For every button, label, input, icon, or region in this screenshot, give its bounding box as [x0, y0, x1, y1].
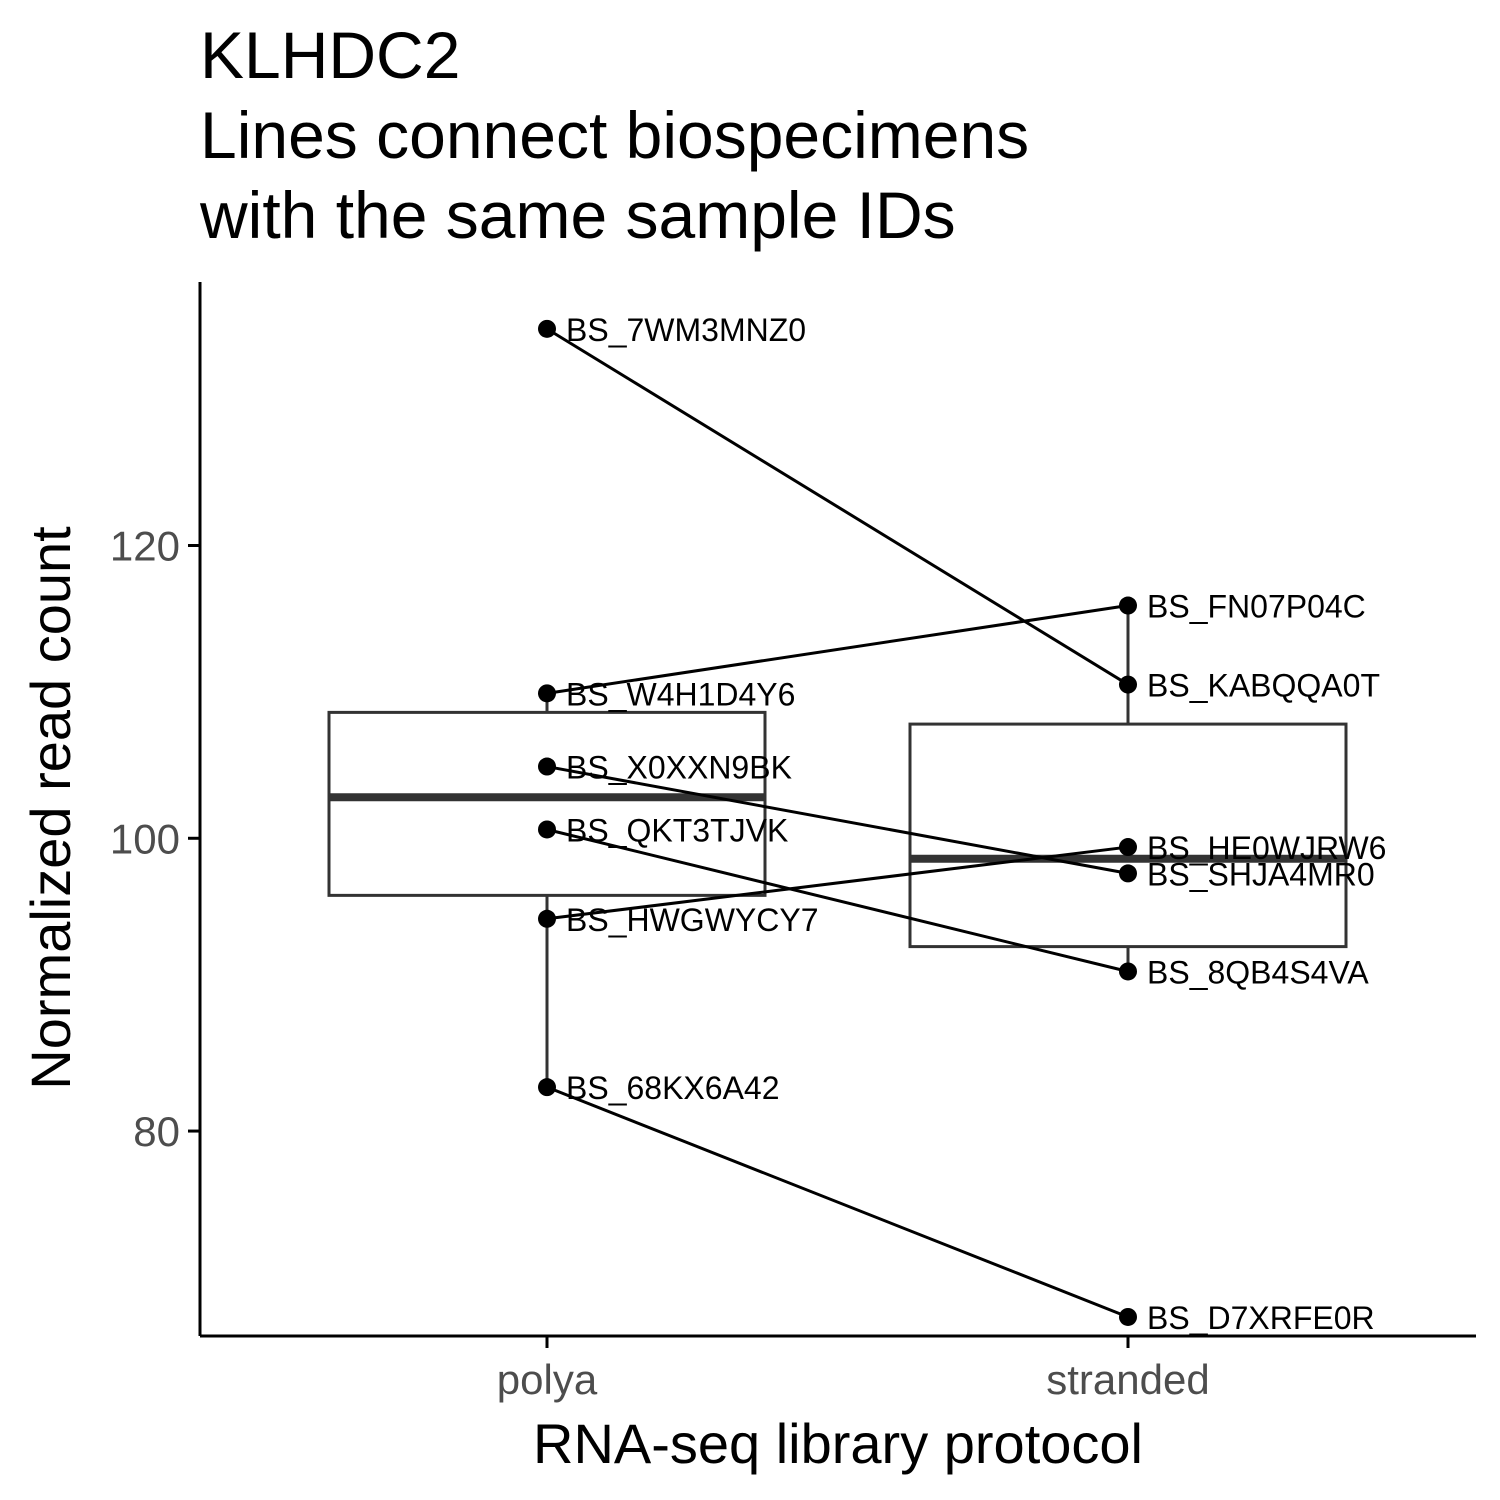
title-line-3: with the same sample IDs [199, 178, 956, 252]
point-label-bs-8qb4s4va: BS_8QB4S4VA [1147, 954, 1369, 990]
point-bs-hwgwycy7 [538, 909, 556, 928]
y-axis-title: Normalized read count [19, 526, 82, 1090]
title-line-1: KLHDC2 [200, 18, 460, 92]
y-tick-label: 100 [110, 815, 180, 862]
boxes-layer [327, 604, 1348, 1088]
point-bs-d7xrfe0r [1119, 1307, 1137, 1326]
box-iqr [327, 710, 767, 897]
point-bs-fn07p04c [1119, 596, 1137, 615]
y-tick-label: 80 [133, 1108, 180, 1155]
point-label-bs-qkt3tjvk: BS_QKT3TJVK [566, 812, 788, 848]
title-line-2: Lines connect biospecimens [200, 98, 1029, 172]
x-ticks-layer: polya stranded [497, 1336, 1210, 1403]
pair-line-bs-7wm3mnz0 [546, 327, 1129, 686]
point-label-bs-d7xrfe0r: BS_D7XRFE0R [1147, 1300, 1375, 1336]
pair-line-bs-x0xxn9bk [546, 765, 1129, 875]
point-bs-shja4mr0 [1119, 864, 1137, 883]
point-label-bs-7wm3mnz0: BS_7WM3MNZ0 [566, 312, 806, 348]
point-label-bs-w4h1d4y6: BS_W4H1D4Y6 [566, 676, 795, 712]
x-tick-label: stranded [1046, 1356, 1209, 1403]
pair-line-bs-68kx6a42 [546, 1085, 1129, 1319]
point-label-bs-shja4mr0: BS_SHJA4MR0 [1147, 856, 1375, 892]
point-bs-he0wjrw6 [1119, 838, 1137, 857]
chart-title: KLHDC2 Lines connect biospecimens with t… [199, 18, 1029, 252]
point-bs-qkt3tjvk [538, 820, 556, 839]
box-iqr [908, 722, 1348, 949]
x-axis-title: RNA-seq library protocol [533, 1412, 1143, 1475]
pair-line-bs-hwgwycy7 [546, 845, 1129, 921]
point-label-bs-he0wjrw6: BS_HE0WJRW6 [1147, 830, 1386, 866]
point-bs-kabqqa0t [1119, 675, 1137, 694]
axes-layer [198, 282, 1476, 1338]
y-tick-label: 120 [110, 523, 180, 570]
point-bs-68kx6a42 [538, 1078, 556, 1097]
pair-line-bs-qkt3tjvk [546, 828, 1129, 973]
point-label-bs-hwgwycy7: BS_HWGWYCY7 [566, 902, 818, 938]
pair-line-bs-w4h1d4y6 [546, 604, 1129, 695]
point-labels-layer: BS_7WM3MNZ0 BS_W4H1D4Y6 BS_X0XXN9BK BS_QKT3… [566, 312, 1386, 1336]
point-label-bs-fn07p04c: BS_FN07P04C [1147, 589, 1366, 625]
point-label-bs-kabqqa0t: BS_KABQQA0T [1147, 668, 1380, 704]
point-bs-x0xxn9bk [538, 757, 556, 776]
point-bs-7wm3mnz0 [538, 319, 556, 338]
box-stranded [908, 604, 1348, 971]
x-tick-label: polya [497, 1356, 598, 1403]
point-label-bs-68kx6a42: BS_68KX6A42 [566, 1070, 780, 1106]
pair-lines-layer [546, 327, 1129, 1319]
point-bs-8qb4s4va [1119, 962, 1137, 981]
point-label-bs-x0xxn9bk: BS_X0XXN9BK [566, 750, 792, 786]
point-bs-w4h1d4y6 [538, 684, 556, 703]
points-layer [538, 319, 1137, 1326]
y-ticks-layer: 80 100 120 [110, 523, 200, 1155]
